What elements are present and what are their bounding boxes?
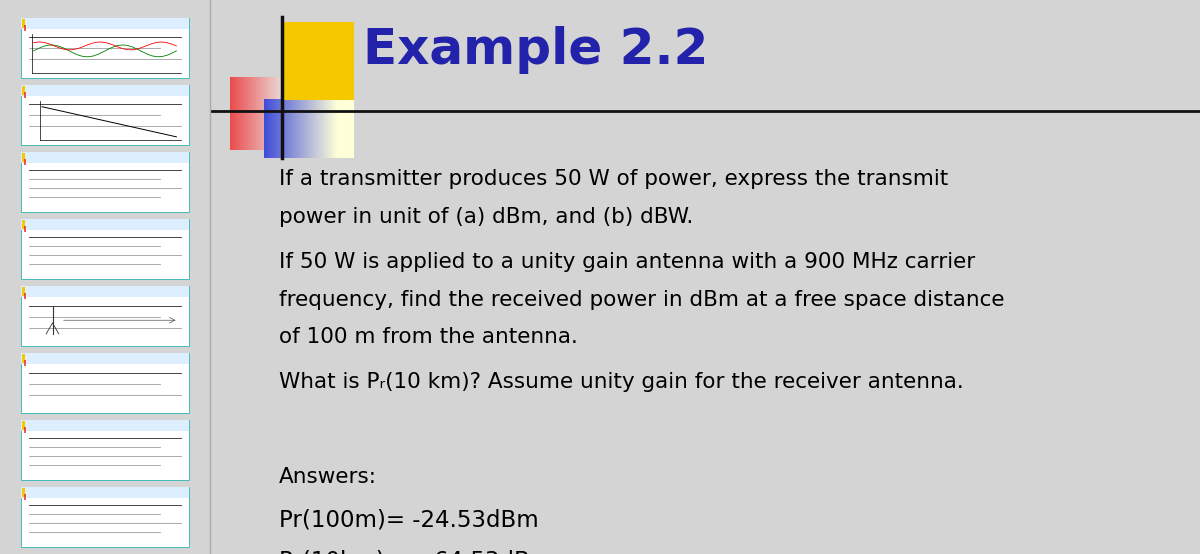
Bar	[22, 85, 25, 95]
Bar	[22, 152, 190, 212]
Text: Example 2.2: Example 2.2	[364, 26, 709, 74]
Bar	[282, 22, 354, 100]
Bar	[22, 286, 25, 296]
Bar	[24, 360, 26, 366]
Bar	[24, 92, 26, 98]
Bar	[22, 286, 190, 297]
Bar	[22, 420, 190, 431]
Bar	[22, 488, 25, 497]
Bar	[22, 487, 190, 547]
Text: Pr(10km) = - 64.53dBm: Pr(10km) = - 64.53dBm	[280, 550, 552, 554]
Bar	[24, 293, 26, 299]
Bar	[22, 18, 25, 28]
Bar	[22, 219, 25, 229]
Text: If a transmitter produces 50 W of power, express the transmit: If a transmitter produces 50 W of power,…	[280, 169, 948, 189]
Bar	[22, 286, 190, 346]
Text: Pr(100m)= -24.53dBm: Pr(100m)= -24.53dBm	[280, 508, 539, 531]
Text: Answers:: Answers:	[280, 466, 377, 486]
Bar	[24, 226, 26, 232]
Text: What is Pᵣ(10 km)? Assume unity gain for the receiver antenna.: What is Pᵣ(10 km)? Assume unity gain for…	[280, 372, 964, 392]
Bar	[22, 420, 25, 430]
Bar	[22, 152, 190, 163]
Bar	[22, 487, 190, 498]
Bar	[22, 219, 190, 230]
Bar	[22, 85, 190, 96]
Bar	[24, 159, 26, 165]
Bar	[22, 85, 190, 145]
Bar	[22, 420, 190, 480]
Bar	[24, 427, 26, 433]
Text: power in unit of (a) dBm, and (b) dBW.: power in unit of (a) dBm, and (b) dBW.	[280, 207, 694, 227]
Text: frequency, find the received power in dBm at a free space distance: frequency, find the received power in dB…	[280, 290, 1004, 310]
Bar	[22, 353, 25, 363]
Bar	[24, 494, 26, 500]
Text: If 50 W is applied to a unity gain antenna with a 900 MHz carrier: If 50 W is applied to a unity gain anten…	[280, 252, 976, 272]
Bar	[22, 18, 190, 29]
Bar	[22, 219, 190, 279]
Bar	[22, 18, 190, 78]
Bar	[24, 25, 26, 31]
Text: of 100 m from the antenna.: of 100 m from the antenna.	[280, 327, 578, 347]
Bar	[22, 353, 190, 413]
Bar	[22, 152, 25, 162]
Bar	[22, 353, 190, 364]
